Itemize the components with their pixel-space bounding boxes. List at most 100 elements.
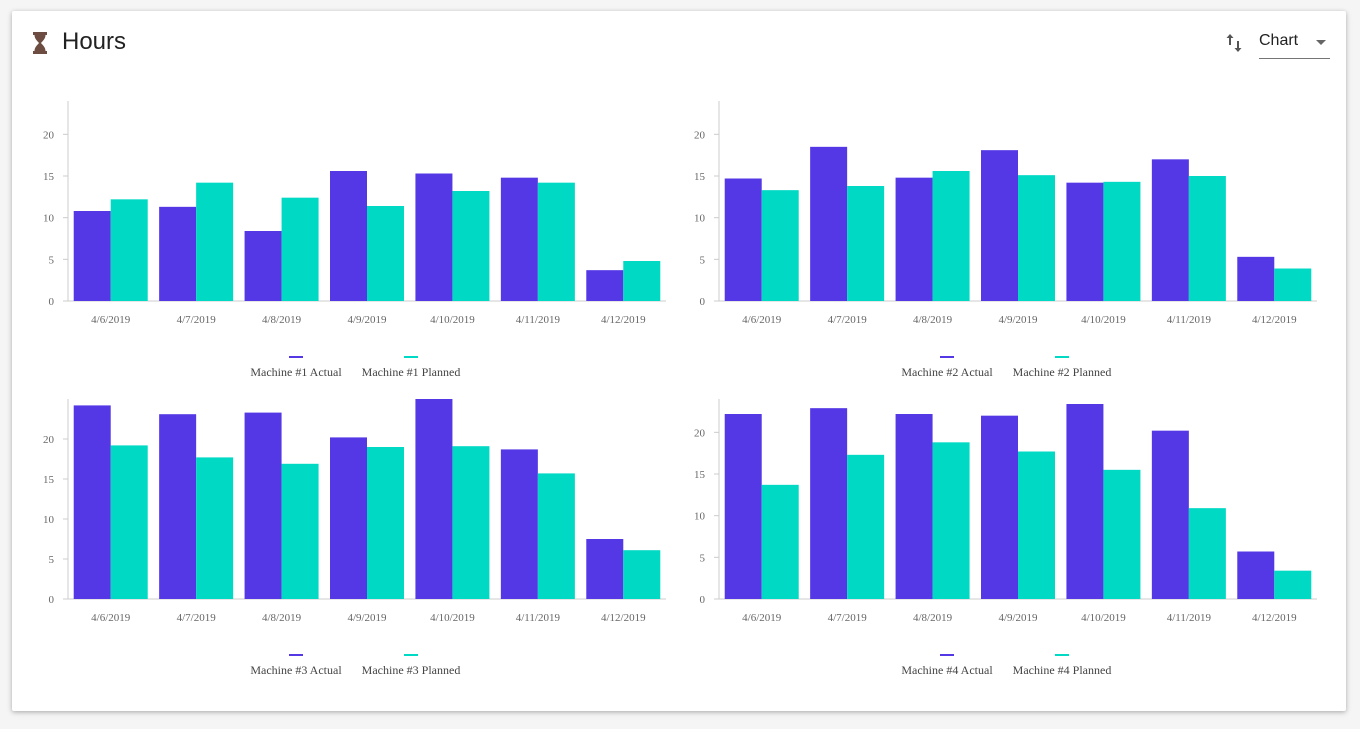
bar-actual <box>586 539 624 599</box>
machine-3-chart: 0 5 10 15 20 4/6/2019 4/7/2019 4/8/2019 4/9/2019… <box>43 399 666 677</box>
machine-1-chart: 0 5 10 15 20 4/6/2019 4/7/2019 4/8/2019 4/9/2019… <box>43 101 666 379</box>
y-tick-label: 20 <box>43 434 55 446</box>
x-tick-label: 4/12/2019 <box>601 612 646 624</box>
y-tick-label: 20 <box>694 129 706 141</box>
machine-2-chart: 0 5 10 15 20 4/6/2019 4/7/2019 4/8/2019 4/9/2019… <box>694 101 1317 379</box>
x-tick-label: 4/9/2019 <box>998 314 1038 326</box>
bar-planned <box>537 182 575 301</box>
y-tick-label: 0 <box>700 594 706 606</box>
bar-planned <box>847 186 885 301</box>
bar-actual <box>1151 430 1189 599</box>
y-tick-label: 20 <box>694 427 706 439</box>
bar-actual <box>810 146 848 301</box>
legend-swatch-actual <box>289 356 303 358</box>
x-tick-label: 4/8/2019 <box>913 612 953 624</box>
bar-actual <box>981 415 1018 599</box>
y-tick-label: 20 <box>43 129 55 141</box>
bar-planned <box>1103 181 1141 301</box>
bar-planned <box>932 171 970 301</box>
bar-actual <box>73 405 111 599</box>
y-tick-label: 5 <box>700 254 706 266</box>
bar-planned <box>367 206 404 301</box>
view-select[interactable]: Chart <box>1259 29 1330 59</box>
y-tick-label: 10 <box>43 213 55 225</box>
x-tick-label: 4/6/2019 <box>91 314 131 326</box>
bar-planned <box>1188 508 1226 599</box>
bar-actual <box>895 177 933 301</box>
y-tick-label: 0 <box>49 296 55 308</box>
legend-label: Machine #1 Actual <box>250 365 342 379</box>
bar-actual <box>895 414 933 599</box>
bar-planned <box>452 446 490 599</box>
bar-actual <box>500 177 538 301</box>
bar-planned <box>1274 268 1312 301</box>
legend-swatch-actual <box>289 654 303 656</box>
x-tick-label: 4/6/2019 <box>742 314 782 326</box>
bar-planned <box>932 442 970 599</box>
x-tick-label: 4/6/2019 <box>742 612 782 624</box>
legend-swatch-actual <box>940 356 954 358</box>
bar-actual <box>586 270 624 301</box>
y-tick-label: 5 <box>49 554 55 566</box>
x-tick-label: 4/7/2019 <box>177 314 217 326</box>
bar-planned <box>281 463 319 599</box>
y-tick-label: 10 <box>694 511 706 523</box>
bar-planned <box>847 454 885 599</box>
x-tick-label: 4/10/2019 <box>430 612 475 624</box>
bar-planned <box>281 197 319 301</box>
legend-label: Machine #1 Planned <box>362 365 461 379</box>
bar-actual <box>415 399 453 599</box>
bar-planned <box>196 182 234 301</box>
legend-label: Machine #3 Planned <box>362 663 461 677</box>
bar-actual <box>724 414 762 599</box>
y-tick-label: 15 <box>694 171 706 183</box>
bar-actual <box>1151 159 1189 301</box>
bar-actual <box>1237 551 1275 599</box>
bar-planned <box>761 190 799 301</box>
x-tick-label: 4/12/2019 <box>601 314 646 326</box>
legend-label: Machine #2 Actual <box>901 365 993 379</box>
swap-vertical-icon[interactable] <box>1226 33 1242 53</box>
bar-actual <box>1066 404 1104 599</box>
legend-swatch-actual <box>940 654 954 656</box>
bar-actual <box>415 173 453 301</box>
x-tick-label: 4/9/2019 <box>347 612 387 624</box>
bar-actual <box>73 211 111 301</box>
legend-swatch-planned <box>1055 654 1069 656</box>
bar-actual <box>500 449 538 599</box>
x-tick-label: 4/7/2019 <box>828 314 868 326</box>
bar-actual <box>1066 182 1104 301</box>
x-tick-label: 4/9/2019 <box>998 612 1038 624</box>
bar-actual <box>244 231 282 301</box>
bar-actual <box>810 408 848 599</box>
hourglass-icon <box>33 32 47 54</box>
legend-swatch-planned <box>404 356 418 358</box>
x-tick-label: 4/8/2019 <box>262 314 302 326</box>
bar-actual <box>724 178 762 301</box>
y-tick-label: 5 <box>49 254 55 266</box>
y-tick-label: 5 <box>700 552 706 564</box>
bar-planned <box>623 261 661 301</box>
x-tick-label: 4/10/2019 <box>1081 612 1126 624</box>
bar-actual <box>1237 256 1275 301</box>
x-tick-label: 4/10/2019 <box>1081 314 1126 326</box>
bar-planned <box>1103 469 1141 599</box>
x-tick-label: 4/8/2019 <box>913 314 953 326</box>
x-tick-label: 4/7/2019 <box>828 612 868 624</box>
y-tick-label: 10 <box>694 213 706 225</box>
bar-actual <box>159 414 197 599</box>
x-tick-label: 4/11/2019 <box>1167 612 1212 624</box>
bar-planned <box>367 447 404 599</box>
legend-label: Machine #2 Planned <box>1013 365 1112 379</box>
legend-label: Machine #4 Planned <box>1013 663 1112 677</box>
bar-planned <box>110 445 148 599</box>
x-tick-label: 4/6/2019 <box>91 612 131 624</box>
y-tick-label: 15 <box>43 474 55 486</box>
view-select-value: Chart <box>1259 32 1299 49</box>
bar-planned <box>110 199 148 301</box>
bar-actual <box>981 150 1018 301</box>
y-tick-label: 10 <box>43 514 55 526</box>
bar-actual <box>330 171 367 301</box>
machine-4-chart: 0 5 10 15 20 4/6/2019 4/7/2019 4/8/2019 4/9/2019… <box>694 399 1317 677</box>
y-tick-label: 15 <box>694 469 706 481</box>
